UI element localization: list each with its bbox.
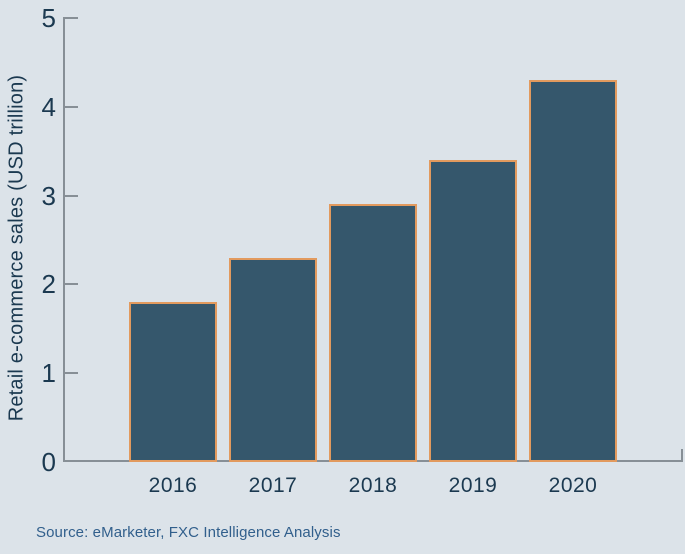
x-tick-label: 2020 — [548, 474, 598, 497]
y-tick — [63, 195, 78, 197]
x-axis-end-tick — [681, 449, 683, 462]
y-tick — [63, 17, 78, 19]
bar-2020 — [529, 80, 617, 462]
y-axis-line — [63, 17, 65, 462]
y-tick — [63, 106, 78, 108]
y-tick — [63, 283, 78, 285]
bar-2019 — [429, 160, 517, 462]
y-tick-label: 4 — [41, 92, 56, 122]
x-tick-label: 2018 — [348, 474, 398, 497]
y-tick-label: 1 — [41, 358, 56, 388]
bar-2018 — [329, 204, 417, 462]
x-tick-label: 2019 — [448, 474, 498, 497]
y-tick-label: 2 — [41, 269, 56, 299]
y-tick-label: 3 — [41, 181, 56, 211]
bar-2016 — [129, 302, 217, 462]
bar-2017 — [229, 258, 317, 462]
y-tick — [63, 372, 78, 374]
x-tick-label: 2016 — [148, 474, 198, 497]
y-tick-label: 0 — [41, 447, 56, 477]
source-note: Source: eMarketer, FXC Intelligence Anal… — [36, 524, 341, 541]
x-tick-label: 2017 — [248, 474, 298, 497]
y-tick-label: 5 — [41, 3, 56, 33]
